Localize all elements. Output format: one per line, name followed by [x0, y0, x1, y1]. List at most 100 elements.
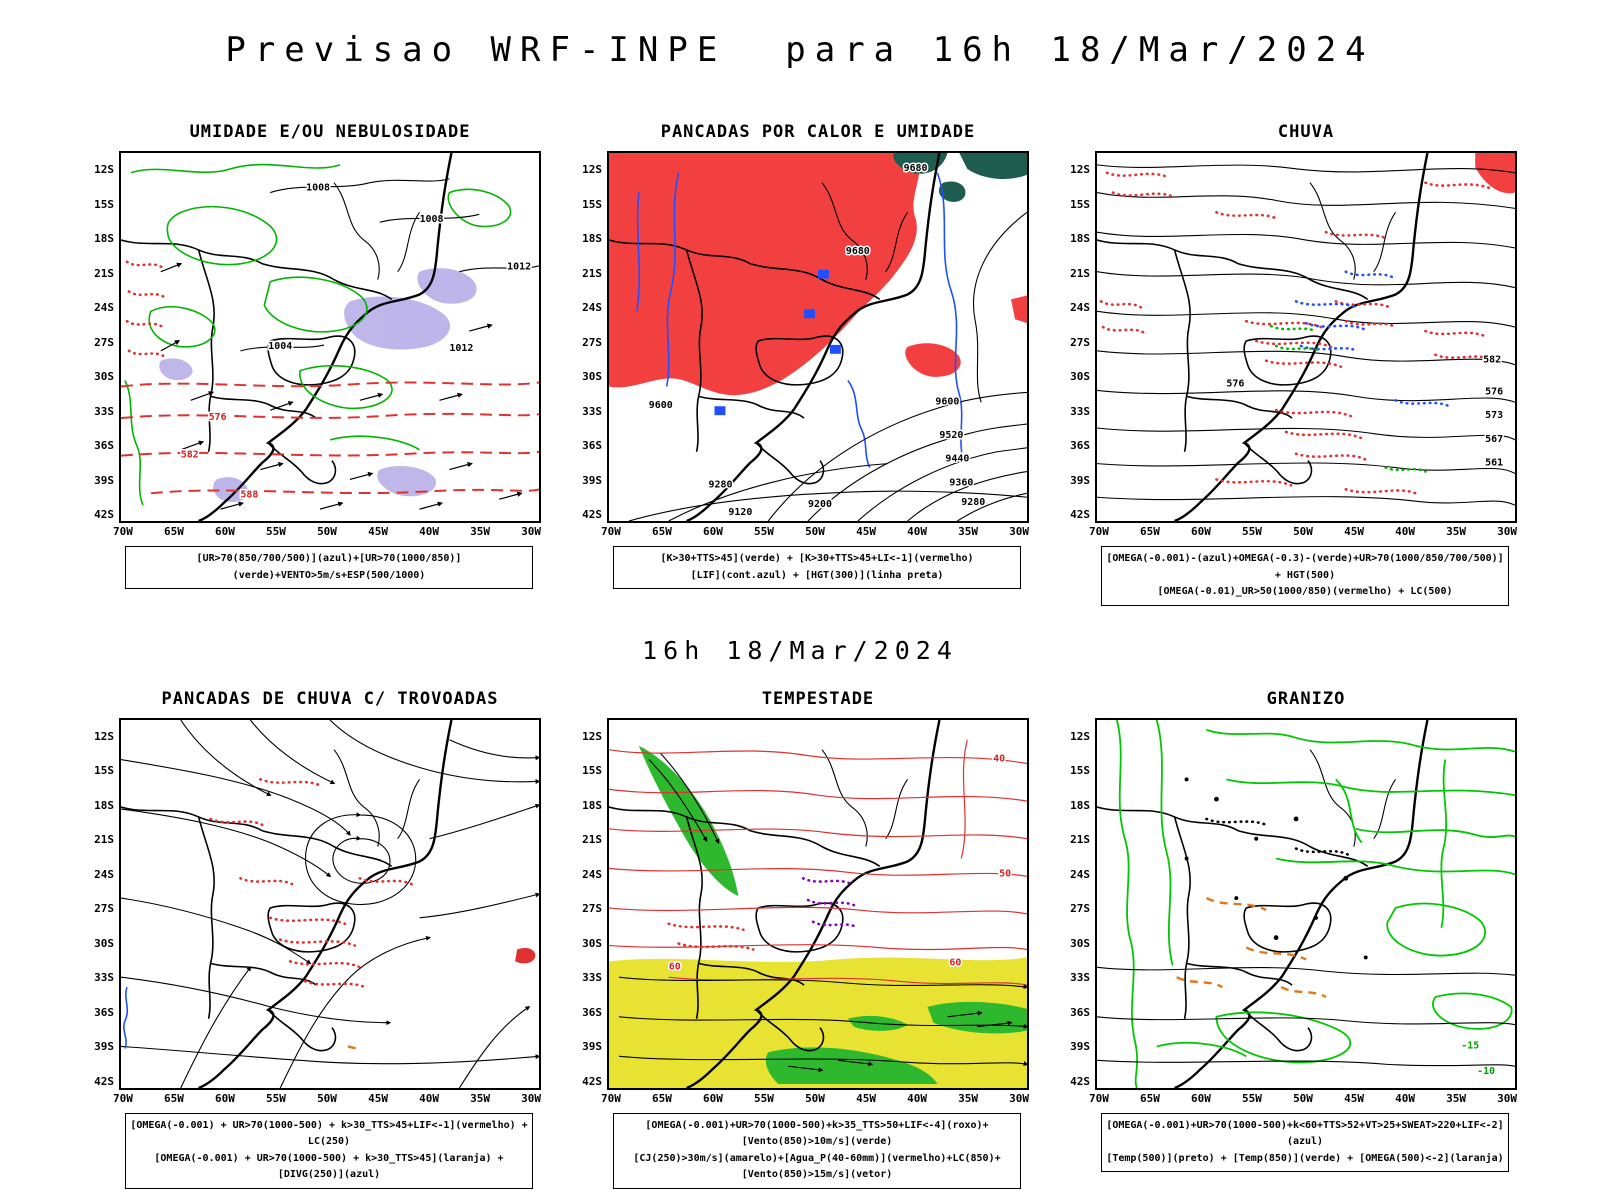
omega-dashes-orange — [1176, 896, 1327, 998]
tick-label: 42S — [1070, 1074, 1090, 1088]
svg-text:9680: 9680 — [904, 163, 928, 174]
tick-label: 33S — [582, 971, 602, 984]
map-granizo: -15 -10 — [1095, 717, 1517, 1090]
lon-axis: 70W 65W 60W 55W 50W 45W 40W 35W 30W — [571, 1092, 1029, 1105]
legend-umidade: [UR>70(850/700/500)](azul)+[UR>70(1000/8… — [125, 546, 533, 589]
svg-text:576: 576 — [1226, 378, 1244, 389]
tick-label: 45W — [368, 525, 388, 538]
tick-label: 35W — [470, 525, 490, 538]
tick-label: 45W — [1344, 1091, 1364, 1105]
tick-label: 12S — [94, 729, 114, 743]
tick-label: 40W — [419, 525, 439, 538]
andes-speckles-red — [125, 260, 167, 359]
valid-time-caption: 16h 18/Mar/2024 — [642, 635, 958, 665]
tick-label: 50W — [1293, 1091, 1313, 1105]
map-trovoadas — [119, 717, 541, 1090]
tick-label: 30W — [1497, 1091, 1517, 1105]
tick-label: 18S — [1070, 232, 1090, 245]
lat-axis: 12S 15S 18S 21S 24S 27S 30S 33S 36S 39S 42S — [1059, 151, 1095, 523]
contour-labels: 40 50 60 60 — [667, 752, 1012, 974]
tick-label: 60W — [703, 1091, 723, 1105]
hgt300-contours-black — [628, 211, 1027, 521]
tick-label: 24S — [582, 867, 602, 881]
lat-axis: 12S 15S 18S 21S 24S 27S 30S 33S 36S 39S 42S — [571, 151, 607, 523]
tick-label: 21S — [582, 266, 602, 280]
tick-label: 45W — [856, 1091, 876, 1105]
svg-text:561: 561 — [1485, 458, 1503, 469]
svg-text:9120: 9120 — [728, 507, 752, 518]
tick-label: 24S — [1070, 301, 1090, 314]
temp850-contours-green — [1116, 719, 1515, 1088]
tick-label: 39S — [1070, 473, 1090, 487]
panel-title: PANCADAS DE CHUVA C/ TROVOADAS — [161, 688, 499, 709]
tick-label: 15S — [94, 197, 114, 211]
tick-label: 40W — [1395, 1091, 1415, 1105]
tick-label: 39S — [94, 473, 114, 487]
tick-label: 36S — [94, 1005, 114, 1019]
tick-label: 55W — [754, 525, 774, 538]
wind-vectors — [618, 752, 1027, 1072]
svg-text:40: 40 — [993, 753, 1005, 764]
tick-label: 65W — [1140, 1091, 1160, 1105]
contour-labels: 1008 1008 1012 1012 1004 576 582 588 — [179, 181, 532, 502]
tick-label: 27S — [94, 902, 114, 915]
tick-label: 45W — [856, 525, 876, 538]
svg-text:9600: 9600 — [935, 396, 959, 407]
trovoadas-map-canvas — [121, 719, 539, 1088]
tick-label: 12S — [94, 163, 114, 176]
legend-line: [OMEGA(-0.001)+UR>70(1000-500)+k>35_TTS>… — [645, 1119, 989, 1148]
page-title: Previsao WRF-INPE para 16h 18/Mar/2024 — [225, 30, 1375, 70]
svg-text:9360: 9360 — [949, 477, 973, 488]
tick-label: 70W — [1089, 525, 1109, 538]
top-row: UMIDADE E/OU NEBULOSIDADE 12S 15S 18S 21S 24… — [0, 122, 1600, 606]
lat-axis: 12S 15S 18S 21S 24S 27S 30S 33S 36S 39S 42S — [83, 151, 119, 523]
storm-speckles-purple — [801, 876, 860, 929]
svg-text:1008: 1008 — [306, 183, 330, 194]
tick-label: 42S — [582, 1074, 602, 1088]
chuva-map-canvas: 582 576 573 567 561 576 — [1097, 153, 1515, 521]
tick-label: 15S — [582, 197, 602, 211]
tick-label: 40W — [907, 525, 927, 538]
tick-label: 70W — [113, 525, 133, 538]
wind-arrows — [160, 262, 523, 510]
lat-axis: 12S 15S 18S 21S 24S 27S 30S 33S 36S 39S 42S — [1059, 718, 1095, 1090]
tick-label: 35W — [470, 1091, 490, 1105]
lon-axis: 70W 65W 60W 55W 50W 45W 40W 35W 30W — [1059, 525, 1517, 538]
tick-label: 15S — [94, 764, 114, 777]
map-chuva: 582 576 573 567 561 576 — [1095, 151, 1517, 523]
lon-axis: 70W 65W 60W 55W 50W 45W 40W 35W 30W — [571, 525, 1029, 538]
tick-label: 45W — [1344, 525, 1364, 538]
svg-text:1004: 1004 — [268, 341, 292, 352]
svg-text:9440: 9440 — [945, 454, 969, 465]
legend-trovoadas: [OMEGA(-0.001) + UR>70(1000-500) + k>30_… — [125, 1112, 533, 1189]
pressure-contours-black — [240, 178, 539, 352]
legend-line: [UR>70(850/700/500)](azul)+[UR>70(1000/8… — [196, 553, 462, 581]
svg-text:582: 582 — [181, 450, 199, 461]
tick-label: 35W — [1446, 1091, 1466, 1105]
rain-speckles-blue — [1294, 270, 1451, 408]
tick-label: 21S — [582, 833, 602, 846]
thickness-dashed-red — [121, 381, 539, 495]
tick-label: 33S — [94, 971, 114, 984]
panel-tempestade: TEMPESTADE 12S 15S 18S 21S 24S 27S 30S 33S 36S 39… — [571, 689, 1029, 1189]
tick-label: 33S — [1070, 404, 1090, 418]
svg-text:576: 576 — [209, 412, 227, 423]
tick-label: 27S — [94, 335, 114, 349]
tick-label: 12S — [1070, 729, 1090, 743]
tick-label: 50W — [1293, 525, 1313, 538]
svg-text:60: 60 — [669, 961, 681, 972]
umidade-map-canvas: 1008 1008 1012 1012 1004 576 582 588 — [121, 153, 539, 521]
contour-labels: 582 576 573 567 561 576 — [1225, 353, 1505, 470]
tick-label: 30S — [1070, 370, 1090, 383]
tick-label: 33S — [582, 404, 602, 418]
map-pancadas-calor: 9680 9680 9600 9600 9520 9440 9360 9280 … — [607, 151, 1029, 523]
humidity-contours-green — [124, 163, 512, 506]
tick-label: 24S — [94, 867, 114, 881]
map-tempestade: 40 50 60 60 — [607, 717, 1029, 1090]
tick-label: 24S — [94, 301, 114, 314]
svg-text:60: 60 — [949, 957, 961, 968]
panel-title: PANCADAS POR CALOR E UMIDADE — [660, 122, 976, 142]
tick-label: 21S — [94, 266, 114, 280]
lon-axis: 70W 65W 60W 55W 50W 45W 40W 35W 30W — [1059, 1092, 1517, 1105]
legend-line: [Temp(500)](preto) + [Temp(850)](verde) … — [1106, 1152, 1504, 1164]
